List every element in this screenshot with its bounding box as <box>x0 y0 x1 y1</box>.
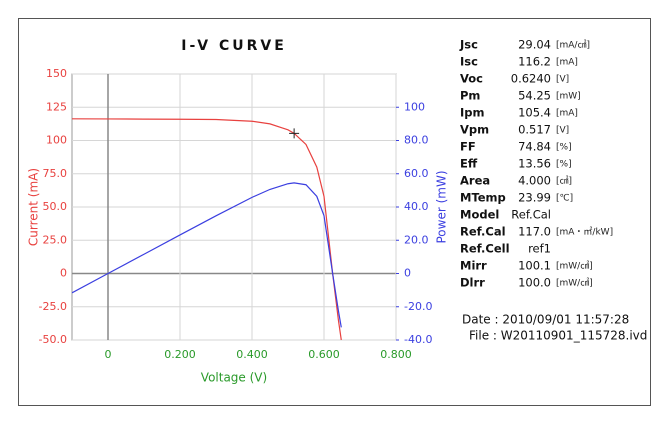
max-power-marker <box>289 128 300 139</box>
param-name: MTemp <box>460 191 506 205</box>
chart-title: I-V CURVE <box>181 38 287 54</box>
y2-tick-label: 80.0 <box>404 134 429 147</box>
x-tick-label: 0 <box>105 348 112 361</box>
param-value: 116.2 <box>518 55 551 69</box>
param-value: 23.99 <box>518 191 551 205</box>
param-value: 4.000 <box>518 174 551 188</box>
y2-tick-label: -40.0 <box>404 333 432 346</box>
x-tick-label: 0.400 <box>236 348 268 361</box>
param-name: Mirr <box>460 259 487 273</box>
param-name: Dlrr <box>460 276 485 290</box>
x-tick-label: 0.800 <box>380 348 412 361</box>
y2-tick-label: 0 <box>404 267 411 280</box>
param-name: Ref.Cell <box>460 242 510 256</box>
param-value: ref1 <box>528 242 551 256</box>
param-name: Ipm <box>460 106 485 120</box>
grid <box>72 73 397 341</box>
y2-tick-label: 100 <box>404 100 425 113</box>
param-unit: [mA・㎡/kW] <box>556 227 613 238</box>
param-unit: [mA/㎠] <box>556 40 590 51</box>
param-name: Eff <box>460 157 478 171</box>
param-unit: [V] <box>556 75 569 85</box>
param-name: Model <box>460 208 499 222</box>
x-tick-label: 0.200 <box>164 348 196 361</box>
y2-tick-label: 20.0 <box>404 233 429 246</box>
param-value: 100.0 <box>518 276 551 290</box>
param-value: 0.6240 <box>511 72 551 86</box>
y-tick-label: 75.0 <box>43 167 68 180</box>
y2-tick-label: 60.0 <box>404 167 429 180</box>
param-unit: [%] <box>556 160 572 170</box>
param-name: Area <box>460 174 490 188</box>
y2-tick-label: -20.0 <box>404 300 432 313</box>
param-name: Ref.Cal <box>460 225 506 239</box>
y-tick-label: 0 <box>60 267 67 280</box>
param-name: Isc <box>460 55 478 69</box>
param-name: Vpm <box>460 123 489 137</box>
param-unit: [mA] <box>556 58 578 68</box>
param-value: 29.04 <box>518 38 551 52</box>
y-tick-label: 150 <box>46 67 67 80</box>
y2-axis-label: Power (mW) <box>435 170 449 243</box>
param-value: 13.56 <box>518 157 551 171</box>
param-unit: [mA] <box>556 109 578 119</box>
param-unit: [%] <box>556 143 572 153</box>
y-axis-label: Current (mA) <box>27 168 41 246</box>
y-tick-label: 25.0 <box>43 233 68 246</box>
param-name: Voc <box>460 72 483 86</box>
y-tick-label: 125 <box>46 100 67 113</box>
param-unit: [mW] <box>556 92 581 102</box>
param-value: 74.84 <box>518 140 551 154</box>
param-name: Jsc <box>459 38 478 52</box>
param-value: Ref.Cal <box>511 208 551 222</box>
y2-tick-label: 40.0 <box>404 200 429 213</box>
y-tick-label: 100 <box>46 134 67 147</box>
param-unit: [mW/㎠] <box>556 261 593 272</box>
series-line <box>72 182 342 328</box>
param-unit: [V] <box>556 126 569 136</box>
y-tick-label: 50.0 <box>43 200 68 213</box>
param-unit: [mW/㎠] <box>556 278 593 289</box>
param-value: 54.25 <box>518 89 551 103</box>
param-value: 100.1 <box>518 259 551 273</box>
param-unit: [㎠] <box>556 176 572 187</box>
x-tick-label: 0.600 <box>308 348 340 361</box>
param-value: 117.0 <box>518 225 551 239</box>
x-axis-label: Voltage (V) <box>201 371 267 385</box>
y-tick-label: -25.0 <box>39 300 67 313</box>
date-text: Date : 2010/09/01 11:57:28 <box>462 313 629 327</box>
param-unit: [℃] <box>556 194 573 204</box>
param-name: Pm <box>460 89 480 103</box>
y-tick-label: -50.0 <box>39 333 67 346</box>
param-value: 105.4 <box>518 106 551 120</box>
param-value: 0.517 <box>518 123 551 137</box>
file-text: File : W20110901_115728.ivd <box>469 329 647 343</box>
param-name: FF <box>460 140 476 154</box>
series-line <box>72 118 342 340</box>
